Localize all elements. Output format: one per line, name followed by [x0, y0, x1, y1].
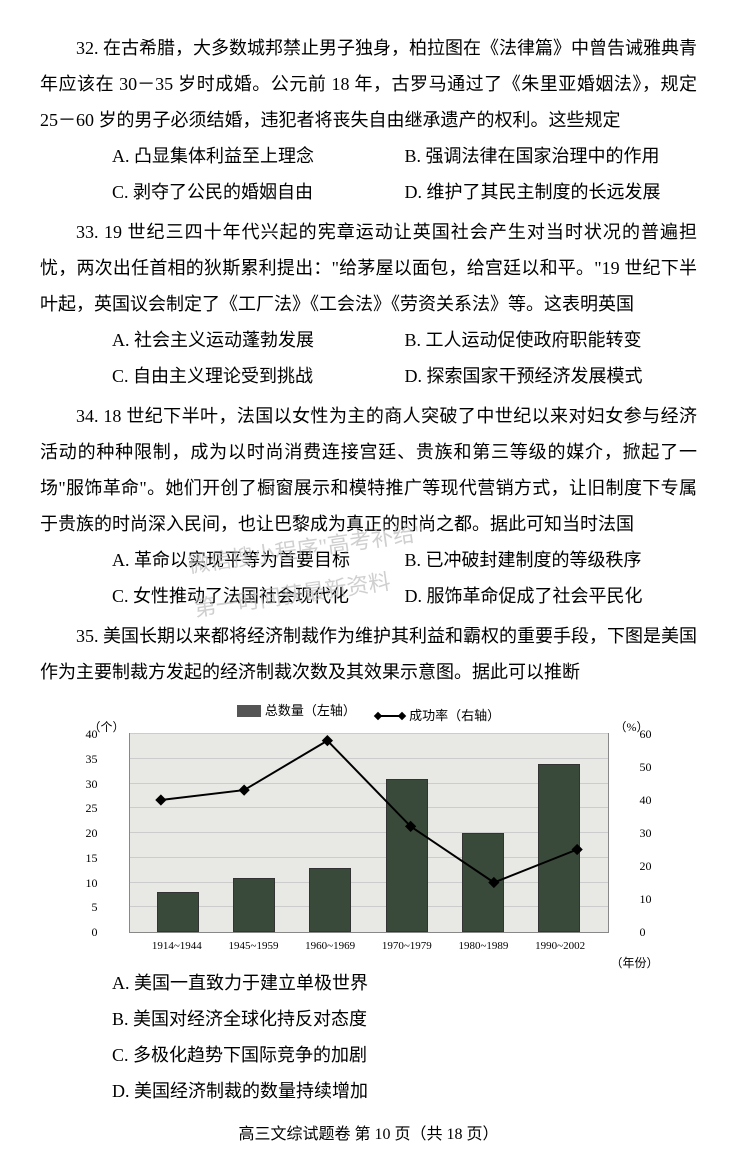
question-32: 32. 在古希腊，大多数城邦禁止男子独身，柏拉图在《法律篇》中曾告诫雅典青年应该… — [40, 30, 697, 210]
q33-opt-b: B. 工人运动促使政府职能转变 — [405, 322, 698, 358]
chart-bars — [130, 734, 608, 932]
q34-opt-b: B. 已冲破封建制度的等级秩序 — [405, 542, 698, 578]
q35-opt-b: B. 美国对经济全球化持反对态度 — [112, 1001, 697, 1037]
chart-legend: 总数量（左轴） 成功率（右轴） — [129, 698, 609, 729]
q35-opt-d: D. 美国经济制裁的数量持续增加 — [112, 1073, 697, 1109]
q34-text: 34. 18 世纪下半叶，法国以女性为主的商人突破了中世纪以来对妇女参与经济活动… — [40, 398, 697, 542]
legend-bar: 总数量（左轴） — [237, 698, 356, 724]
q35-opt-c: C. 多极化趋势下国际竞争的加剧 — [112, 1037, 697, 1073]
legend-line: 成功率（右轴） — [375, 703, 500, 729]
q34-opt-c: C. 女性推动了法国社会现代化 — [112, 578, 405, 614]
q35-text: 35. 美国长期以来都将经济制裁作为维护其利益和霸权的重要手段，下图是美国作为主… — [40, 618, 697, 690]
q33-text: 33. 19 世纪三四十年代兴起的宪章运动让英国社会产生对当时状况的普遍担忧，两… — [40, 214, 697, 322]
q34-opt-a: A. 革命以实现平等为首要目标 — [112, 542, 405, 578]
q32-options: A. 凸显集体利益至上理念 B. 强调法律在国家治理中的作用 C. 剥夺了公民的… — [40, 138, 697, 210]
q35-opt-a: A. 美国一直致力于建立单极世界 — [112, 965, 697, 1001]
q35-options: A. 美国一直致力于建立单极世界 B. 美国对经济全球化持反对态度 C. 多极化… — [40, 965, 697, 1109]
q32-opt-a: A. 凸显集体利益至上理念 — [112, 138, 405, 174]
x-axis-labels: 1914~19441945~19591960~19691970~19791980… — [129, 933, 609, 957]
q34-options: 微信搜小程序"高考补给" 第一时间获最新资料 A. 革命以实现平等为首要目标 B… — [40, 542, 697, 614]
chart-area: 0510152025303540 0102030405060 — [129, 733, 609, 933]
q32-opt-d: D. 维护了其民主制度的长远发展 — [405, 174, 698, 210]
q34-opt-d: D. 服饰革命促成了社会平民化 — [405, 578, 698, 614]
question-34: 34. 18 世纪下半叶，法国以女性为主的商人突破了中世纪以来对妇女参与经济活动… — [40, 398, 697, 614]
q33-opt-d: D. 探索国家干预经济发展模式 — [405, 358, 698, 394]
sanctions-chart: 总数量（左轴） 成功率（右轴） （个） （%） 0510152025303540… — [129, 698, 609, 957]
question-33: 33. 19 世纪三四十年代兴起的宪章运动让英国社会产生对当时状况的普遍担忧，两… — [40, 214, 697, 394]
page-footer: 高三文综试题卷 第 10 页（共 18 页） — [40, 1119, 697, 1151]
q32-opt-b: B. 强调法律在国家治理中的作用 — [405, 138, 698, 174]
question-35: 35. 美国长期以来都将经济制裁作为维护其利益和霸权的重要手段，下图是美国作为主… — [40, 618, 697, 1109]
x-axis-label: （年份） — [610, 951, 658, 975]
q32-text: 32. 在古希腊，大多数城邦禁止男子独身，柏拉图在《法律篇》中曾告诫雅典青年应该… — [40, 30, 697, 138]
q33-options: A. 社会主义运动蓬勃发展 B. 工人运动促使政府职能转变 C. 自由主义理论受… — [40, 322, 697, 394]
q33-opt-c: C. 自由主义理论受到挑战 — [112, 358, 405, 394]
q33-opt-a: A. 社会主义运动蓬勃发展 — [112, 322, 405, 358]
q32-opt-c: C. 剥夺了公民的婚姻自由 — [112, 174, 405, 210]
